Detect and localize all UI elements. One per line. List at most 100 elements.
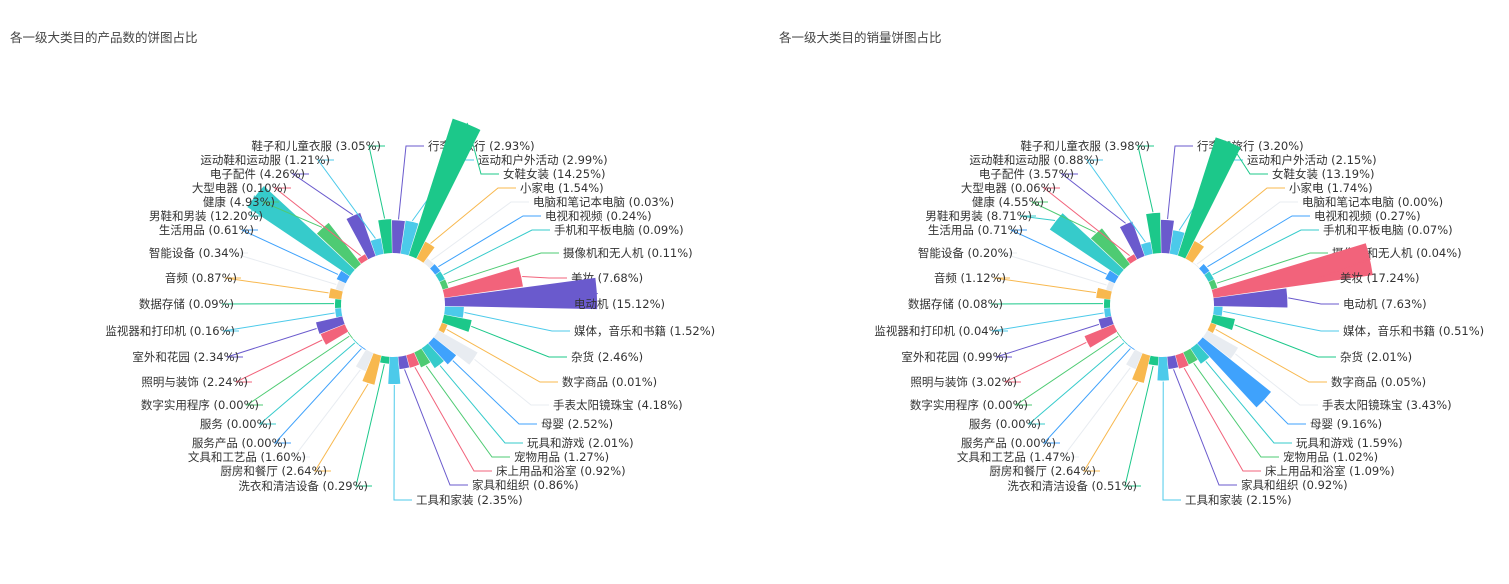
- rose-sector[interactable]: [1185, 240, 1204, 263]
- label-leader-line: [1317, 258, 1372, 279]
- rose-sector[interactable]: [1126, 349, 1143, 370]
- rose-sector[interactable]: [444, 277, 598, 310]
- rose-sector[interactable]: [423, 258, 435, 269]
- rose-sector[interactable]: [378, 219, 392, 254]
- sector-label: 家具和组织 (0.86%): [472, 478, 579, 492]
- rose-sector[interactable]: [1197, 337, 1272, 408]
- label-leader-line: [317, 159, 376, 239]
- label-leader-line: [1086, 159, 1146, 243]
- rose-sector[interactable]: [1177, 137, 1241, 259]
- rose-sector[interactable]: [435, 271, 445, 282]
- rose-sector[interactable]: [1211, 243, 1373, 298]
- label-leader-line: [1083, 381, 1139, 472]
- rose-sector[interactable]: [1167, 355, 1179, 370]
- rose-sector[interactable]: [1169, 230, 1185, 256]
- label-leader-line: [439, 365, 523, 444]
- sector-label: 智能设备 (0.20%): [918, 246, 1013, 260]
- sector-label: 数字实用程序 (0.00%): [910, 398, 1028, 412]
- rose-sector[interactable]: [391, 220, 405, 254]
- rose-sector[interactable]: [1140, 242, 1153, 256]
- sector-label: 男鞋和男装 (12.20%): [149, 209, 263, 223]
- rose-sector[interactable]: [1157, 356, 1169, 381]
- rose-sector[interactable]: [1210, 314, 1235, 330]
- sector-label: 洗衣和清洁设备 (0.51%): [1007, 479, 1137, 493]
- rose-sector[interactable]: [1106, 281, 1115, 292]
- rose-sector[interactable]: [1213, 306, 1223, 316]
- rose-sector[interactable]: [406, 352, 420, 368]
- rose-sector[interactable]: [398, 355, 410, 370]
- rose-sector[interactable]: [1126, 254, 1137, 264]
- rose-sector[interactable]: [388, 356, 401, 385]
- rose-sector[interactable]: [1121, 338, 1128, 345]
- rose-sector[interactable]: [1175, 352, 1189, 369]
- label-leader-line: [464, 312, 570, 332]
- sector-label: 工具和家装 (2.35%): [416, 493, 523, 507]
- rose-sector[interactable]: [247, 185, 355, 276]
- rose-sector[interactable]: [336, 270, 350, 284]
- rose-sector[interactable]: [1090, 228, 1130, 270]
- rose-sector[interactable]: [438, 322, 448, 333]
- rose-sector[interactable]: [1116, 331, 1123, 339]
- rose-sector[interactable]: [335, 280, 346, 292]
- rose-sector[interactable]: [352, 338, 359, 345]
- rose-sector[interactable]: [362, 353, 382, 385]
- rose-sector[interactable]: [441, 314, 472, 332]
- rose-sector[interactable]: [400, 220, 419, 256]
- rose-sector[interactable]: [1202, 330, 1239, 359]
- rose-sector[interactable]: [1160, 219, 1174, 254]
- rose-sector[interactable]: [430, 264, 441, 275]
- rose-sector[interactable]: [1192, 262, 1200, 269]
- rose-sector[interactable]: [1127, 344, 1135, 350]
- rose-sector[interactable]: [416, 241, 435, 263]
- label-leader-line: [250, 195, 267, 217]
- rose-sector[interactable]: [433, 330, 478, 365]
- rose-sector[interactable]: [1104, 299, 1111, 309]
- sector-label: 宠物用品 (1.02%): [1283, 450, 1378, 464]
- rose-sector[interactable]: [380, 355, 390, 364]
- sector-label: 小家电 (1.74%): [1289, 181, 1373, 195]
- rose-sector[interactable]: [442, 266, 523, 298]
- rose-sector[interactable]: [358, 344, 366, 350]
- rose-sector[interactable]: [1208, 279, 1218, 290]
- rose-sector[interactable]: [346, 212, 376, 260]
- rose-sector[interactable]: [347, 331, 354, 339]
- rose-sector[interactable]: [328, 288, 343, 300]
- rose-sector[interactable]: [428, 337, 457, 365]
- rose-sector[interactable]: [1104, 308, 1112, 318]
- rose-sector[interactable]: [1213, 288, 1288, 308]
- rose-sector[interactable]: [1119, 221, 1145, 260]
- rose-sector[interactable]: [1096, 287, 1112, 300]
- sector-label: 媒体，音乐和书籍 (0.51%): [1343, 324, 1484, 338]
- rose-sector[interactable]: [1146, 212, 1161, 254]
- rose-sector[interactable]: [421, 343, 444, 369]
- rose-sector[interactable]: [334, 299, 342, 309]
- rose-sector[interactable]: [335, 308, 343, 318]
- rose-sector[interactable]: [414, 348, 431, 368]
- rose-sector[interactable]: [1098, 316, 1114, 329]
- rose-sector[interactable]: [1049, 213, 1124, 276]
- rose-sector[interactable]: [315, 316, 345, 334]
- rose-sector[interactable]: [1207, 322, 1217, 333]
- rose-sector[interactable]: [1204, 271, 1214, 282]
- rose-sector[interactable]: [1190, 343, 1210, 364]
- rose-sector[interactable]: [1199, 263, 1210, 275]
- label-leader-line: [1162, 381, 1181, 501]
- rose-sector[interactable]: [408, 118, 481, 259]
- rose-sector[interactable]: [1084, 324, 1118, 348]
- rose-sector[interactable]: [1132, 353, 1151, 383]
- rose-sector[interactable]: [370, 238, 384, 256]
- rose-sector[interactable]: [1183, 348, 1198, 365]
- label-leader-line: [1216, 252, 1328, 284]
- sector-label: 手表太阳镜珠宝 (4.18%): [553, 398, 683, 412]
- rose-sector[interactable]: [357, 254, 368, 264]
- rose-sector[interactable]: [316, 222, 361, 270]
- sector-label: 数据存储 (0.08%): [908, 297, 1003, 311]
- rose-sector[interactable]: [1148, 355, 1159, 366]
- rose-sector[interactable]: [1105, 270, 1119, 284]
- label-leader-line: [262, 201, 323, 228]
- sector-label: 运动和户外活动 (2.15%): [1247, 153, 1377, 167]
- rose-sector[interactable]: [320, 324, 349, 345]
- rose-sector[interactable]: [439, 279, 449, 290]
- rose-sector[interactable]: [444, 306, 464, 318]
- rose-sector[interactable]: [355, 349, 374, 372]
